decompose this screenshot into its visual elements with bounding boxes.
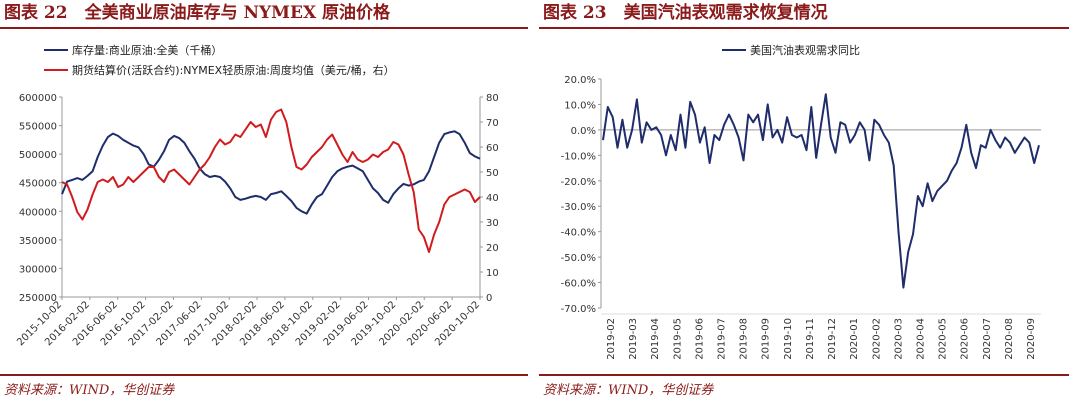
right-source-note: 资料来源：WIND，华创证券: [543, 383, 714, 398]
right-y-tick-label: 30: [486, 218, 499, 229]
right-figure-panel: 图表 23 美国汽油表观需求恢复情况 美国汽油表观需求同比 20.0% 10.0% 0…: [539, 0, 1069, 405]
right-y-tick-label: 0: [486, 293, 492, 304]
left-y-tick-label: 450000: [19, 179, 57, 190]
x-tick-label: 2020-04: [915, 318, 926, 360]
right-source-rule: [539, 374, 1069, 376]
x-tick-label: 2019-12: [827, 318, 838, 360]
series-line-inventory: [61, 130, 481, 215]
left-figure-panel: 图表 22 全美商业原油库存与 NYMEX 原油价格 库存量:商业原油:全美（千…: [0, 0, 530, 405]
left-y-tick-label: 400000: [19, 207, 57, 218]
series-line-gasoline-demand: [602, 93, 1040, 289]
x-tick-label: 2020-07: [982, 318, 993, 360]
left-y-tick-label: 550000: [19, 122, 57, 133]
x-tick-label: 2019-03: [628, 318, 639, 360]
x-tick-label: 2019-08: [739, 318, 750, 360]
x-tick-label: 2020-05: [938, 318, 949, 360]
y-tick-label: 10.0%: [564, 100, 596, 111]
left-chart: 库存量:商业原油:全美（千桶） 期货结算价(活跃合约):NYMEX轻质原油:周度均…: [15, 43, 499, 348]
left-source-rule: [0, 374, 528, 376]
left-y-tick-label: 600000: [19, 93, 57, 104]
right-y-tick-label: 20: [486, 243, 499, 254]
x-tick-label: 2019-07: [717, 318, 728, 360]
right-y-tick-label: 40: [486, 193, 499, 204]
x-tick-label: 2020-08: [1004, 318, 1015, 360]
left-y-tick-label: 350000: [19, 236, 57, 247]
left-title-rule: [0, 27, 528, 29]
x-tick-label: 2019-10: [783, 318, 794, 360]
y-tick-label: -20.0%: [561, 177, 596, 188]
y-tick-label: -10.0%: [561, 151, 596, 162]
left-figure-title: 图表 22 全美商业原油库存与 NYMEX 原油价格: [4, 3, 391, 23]
legend-label-gasoline-demand: 美国汽油表观需求同比: [750, 43, 860, 57]
left-y-tick-label: 500000: [19, 150, 57, 161]
left-y-tick-label: 250000: [19, 293, 57, 304]
y-tick-label: 20.0%: [564, 75, 596, 86]
right-y-tick-label: 50: [486, 168, 499, 179]
x-tick-label: 2019-11: [805, 318, 816, 360]
x-tick-label: 2020-01: [849, 318, 860, 360]
right-y-tick-label: 70: [486, 118, 499, 129]
right-figure-title: 图表 23 美国汽油表观需求恢复情况: [543, 3, 828, 23]
x-tick-label: 2019-05: [672, 318, 683, 360]
x-tick-label: 2019-02: [606, 318, 617, 360]
y-tick-label: -40.0%: [561, 228, 596, 239]
legend-label-wti-price: 期货结算价(活跃合约):NYMEX轻质原油:周度均值（美元/桶，右）: [72, 63, 395, 77]
right-title-rule: [539, 27, 1069, 29]
y-tick-label: -30.0%: [561, 202, 596, 213]
y-tick-label: 0.0%: [571, 126, 596, 137]
right-y-tick-label: 80: [486, 93, 499, 104]
x-tick-label: 2019-06: [694, 318, 705, 360]
y-tick-label: -70.0%: [561, 304, 596, 315]
series-line-wti-price: [61, 108, 481, 253]
left-source-note: 资料来源：WIND，华创证券: [4, 383, 175, 398]
y-tick-label: -60.0%: [561, 279, 596, 290]
legend-label-inventory: 库存量:商业原油:全美（千桶）: [72, 43, 222, 57]
x-tick-label: 2020-06: [960, 318, 971, 360]
x-tick-label: 2020-02: [871, 318, 882, 360]
x-tick-label: 2019-04: [650, 318, 661, 360]
y-tick-label: -50.0%: [561, 253, 596, 264]
left-y-tick-label: 300000: [19, 264, 57, 275]
right-chart: 美国汽油表观需求同比 20.0% 10.0% 0.0% -10.0% -20.0% -30.…: [561, 43, 1041, 360]
right-y-tick-label: 60: [486, 143, 499, 154]
x-tick-label: 2019-09: [761, 318, 772, 360]
x-tick-label: 2020-09: [1026, 318, 1037, 360]
right-y-tick-label: 10: [486, 268, 499, 279]
x-tick-label: 2020-03: [893, 318, 904, 360]
